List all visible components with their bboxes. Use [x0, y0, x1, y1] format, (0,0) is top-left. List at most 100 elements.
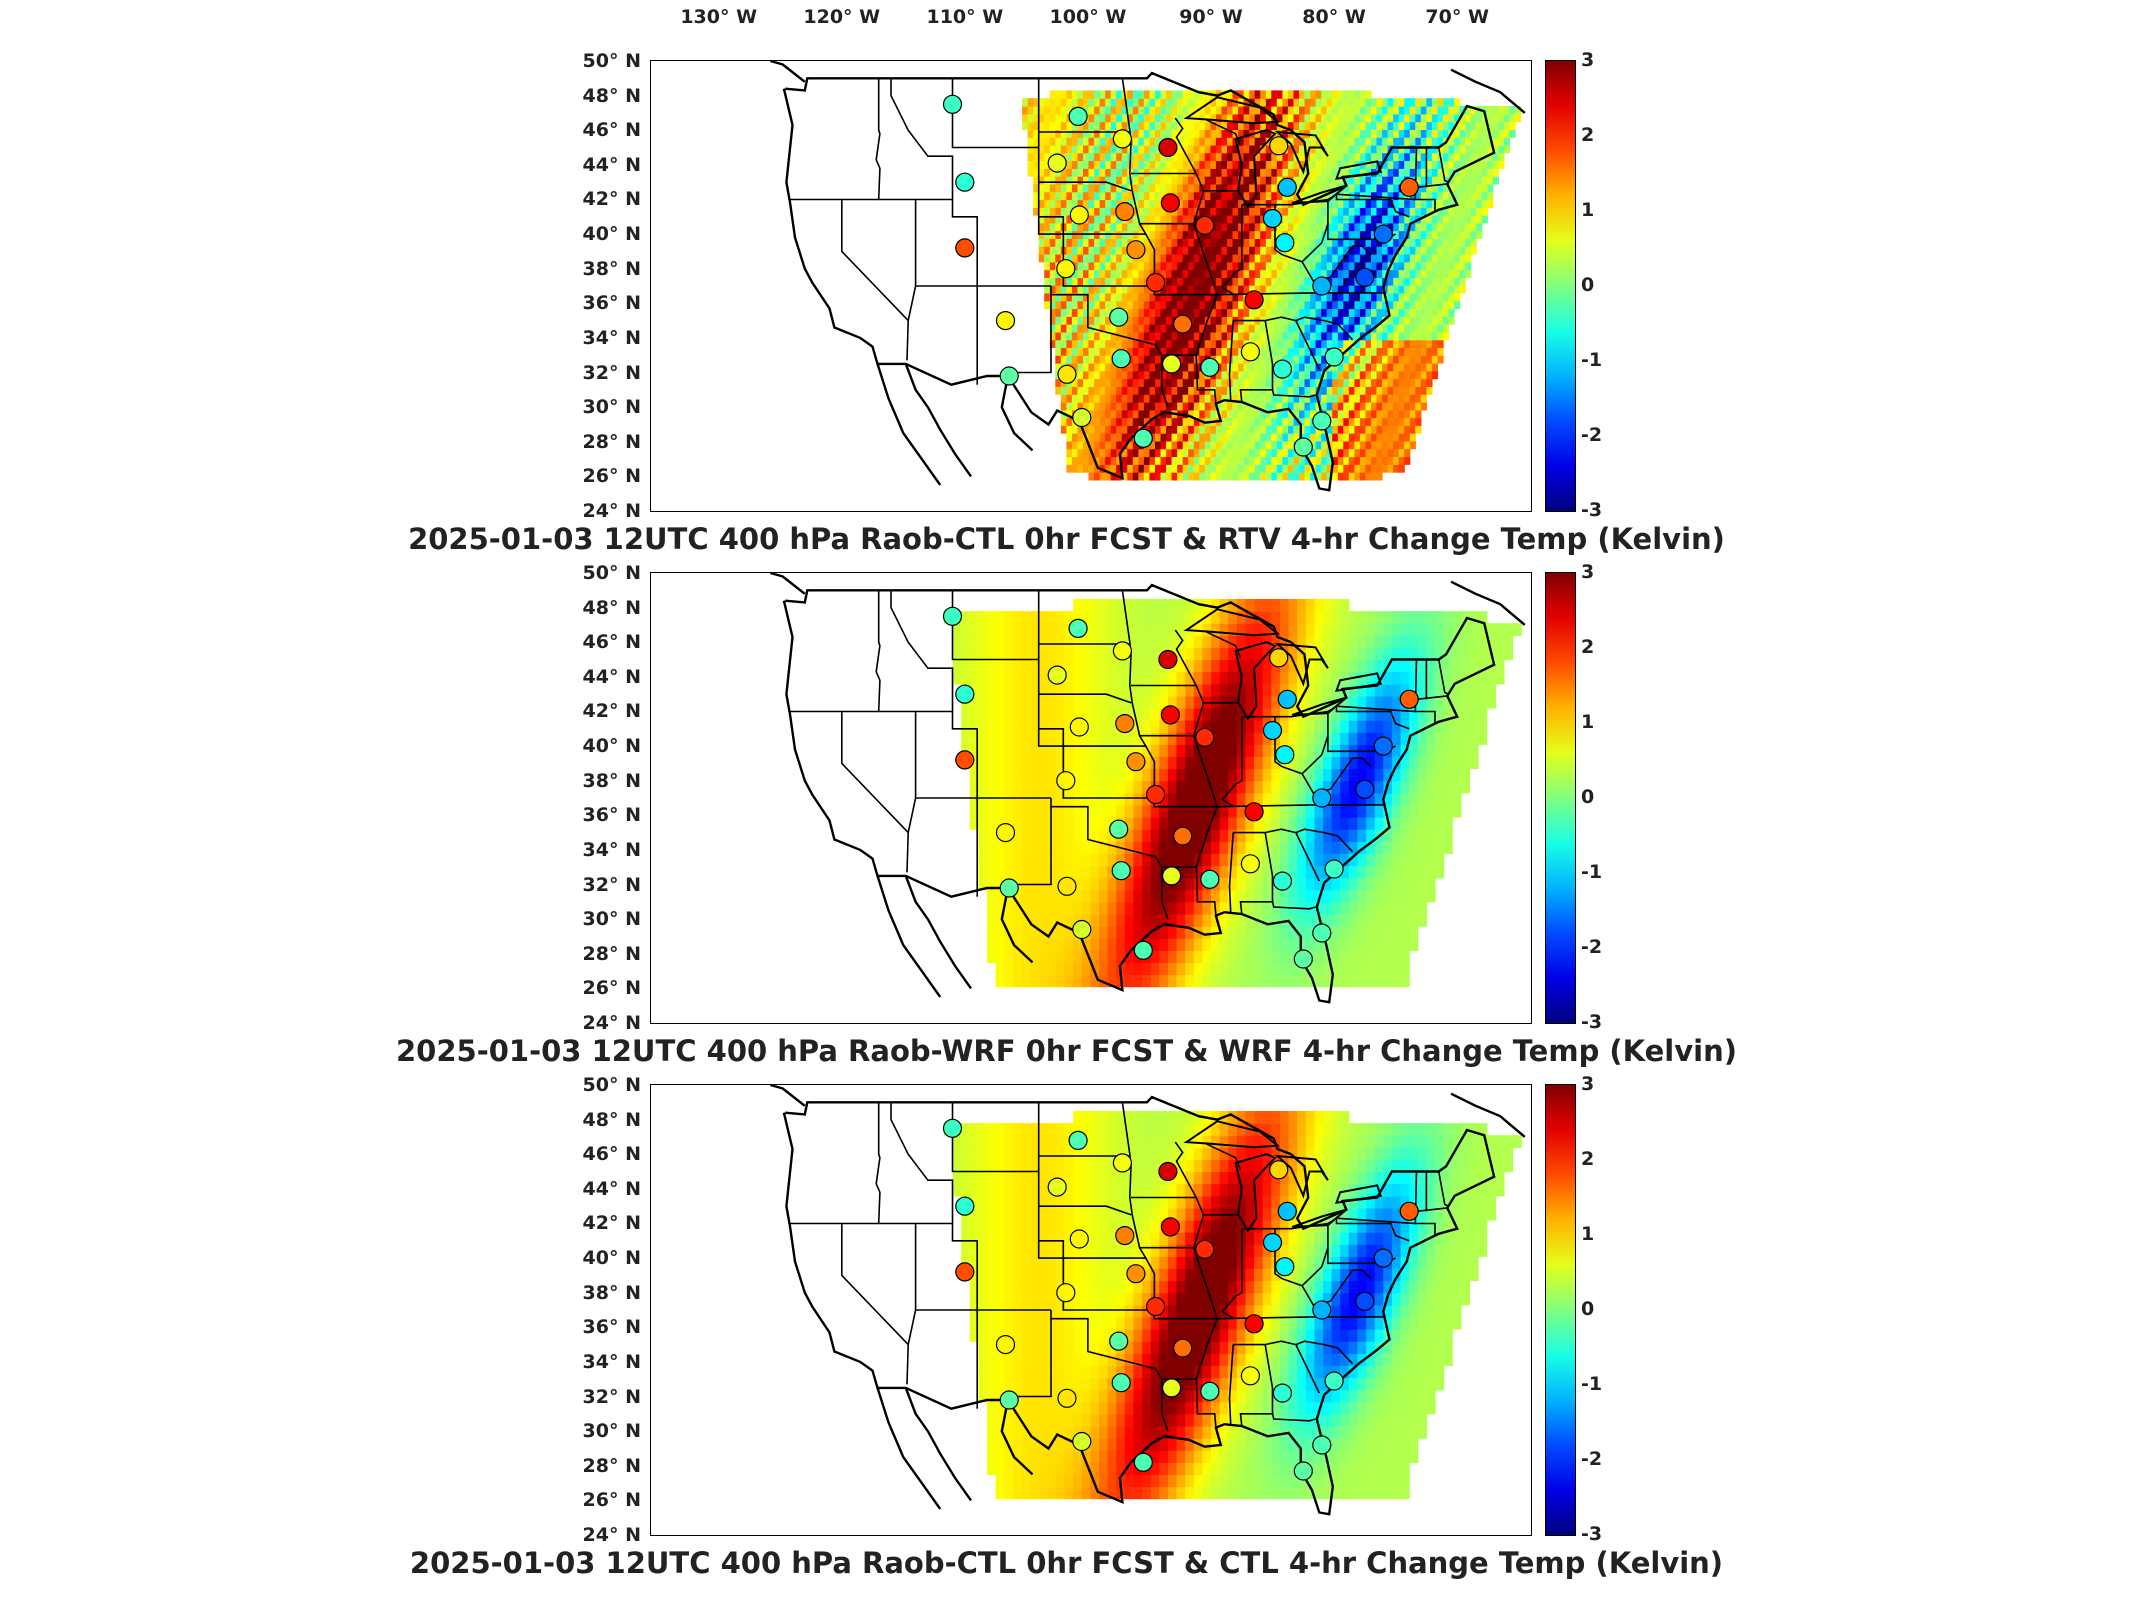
field-cell — [1393, 113, 1400, 123]
field-cell — [1055, 183, 1062, 193]
field-cell — [1193, 292, 1200, 302]
field-cell — [1415, 106, 1422, 115]
field-cell — [1265, 98, 1272, 107]
field-cell — [1160, 113, 1167, 123]
field-cell — [1094, 448, 1101, 458]
field-cell — [1107, 623, 1117, 636]
field-cell — [1142, 732, 1152, 745]
field-cell — [1431, 144, 1439, 154]
field-cell — [1454, 152, 1461, 162]
field-cell — [1038, 199, 1045, 208]
field-cell — [1133, 647, 1143, 661]
field-cell — [1238, 370, 1245, 380]
field-cell — [1287, 402, 1295, 411]
field-cell — [1166, 254, 1173, 263]
field-cell — [1142, 804, 1152, 818]
field-cell — [1437, 324, 1444, 333]
field-cell — [1437, 269, 1444, 278]
field-cell — [1443, 113, 1450, 123]
field-cell — [1254, 370, 1261, 380]
field-cell — [1387, 191, 1394, 201]
field-cell — [1365, 160, 1372, 169]
field-cell — [1382, 199, 1389, 208]
field-cell — [1498, 160, 1505, 169]
field-cell — [1343, 90, 1350, 99]
field-cell — [1094, 316, 1101, 325]
field-cell — [1188, 425, 1195, 434]
field-cell — [1055, 215, 1062, 224]
field-cell — [1332, 464, 1339, 473]
field-cell — [1359, 176, 1367, 185]
field-cell — [995, 671, 1005, 685]
field-cell — [978, 635, 988, 649]
field-cell — [1459, 277, 1466, 286]
field-cell — [1204, 121, 1211, 130]
field-cell — [1431, 168, 1439, 177]
field-cell — [1243, 417, 1250, 426]
field-cell — [1077, 339, 1084, 349]
field-cell — [1415, 98, 1422, 107]
field-cell — [1354, 308, 1361, 317]
field-cell — [1371, 215, 1378, 224]
field-cell — [1404, 402, 1411, 411]
field-cell — [1227, 464, 1234, 473]
field-cell — [1094, 409, 1101, 419]
field-cell — [1227, 417, 1234, 426]
field-cell — [1271, 106, 1278, 115]
field-cell — [1047, 829, 1057, 842]
field-cell — [1142, 611, 1152, 624]
field-cell — [1047, 683, 1057, 697]
field-cell — [1055, 324, 1062, 333]
field-cell — [1193, 440, 1200, 450]
field-cell — [969, 756, 980, 770]
field-cell — [1132, 402, 1139, 411]
field-cell — [1365, 402, 1372, 411]
field-cell — [1265, 106, 1272, 115]
field-cell — [1348, 425, 1355, 434]
field-cell — [1299, 425, 1306, 434]
field-cell — [1282, 121, 1289, 130]
field-cell — [1110, 238, 1117, 247]
field-cell — [1404, 269, 1411, 278]
field-cell — [1265, 90, 1272, 99]
field-cell — [1188, 168, 1195, 177]
field-cell — [1437, 347, 1444, 356]
field-cell — [1387, 433, 1394, 442]
field-cell — [1382, 246, 1389, 255]
field-cell — [1371, 137, 1378, 146]
field-cell — [1415, 409, 1422, 419]
field-cell — [1210, 152, 1217, 162]
field-cell — [1431, 106, 1439, 115]
field-cell — [1081, 817, 1092, 830]
field-cell — [1021, 792, 1031, 806]
field-cell — [1066, 425, 1073, 434]
field-cell — [1110, 176, 1117, 185]
field-cell — [1149, 207, 1156, 216]
field-cell — [1215, 176, 1223, 185]
field-cell — [1348, 464, 1355, 473]
field-cell — [1276, 355, 1283, 364]
field-cell — [1371, 254, 1378, 263]
field-cell — [1159, 756, 1169, 770]
field-cell — [1371, 370, 1378, 380]
field-cell — [1232, 191, 1239, 201]
field-cell — [1260, 277, 1267, 286]
field-cell — [1155, 355, 1162, 364]
field-cell — [1398, 160, 1405, 169]
field-cell — [1081, 708, 1092, 721]
field-cell — [1276, 261, 1283, 271]
field-cell — [1254, 841, 1264, 855]
field-cell — [1049, 144, 1056, 154]
field-cell — [1382, 394, 1389, 403]
field-cell — [1219, 914, 1229, 927]
field-cell — [1227, 121, 1234, 130]
field-cell — [1116, 456, 1123, 465]
field-cell — [1160, 370, 1167, 380]
field-cell — [1448, 160, 1455, 169]
field-cell — [1081, 635, 1092, 649]
field-cell — [1454, 292, 1461, 302]
field-cell — [1193, 865, 1204, 879]
field-cell — [1459, 113, 1466, 123]
field-cell — [1073, 901, 1083, 915]
field-cell — [1359, 378, 1367, 387]
